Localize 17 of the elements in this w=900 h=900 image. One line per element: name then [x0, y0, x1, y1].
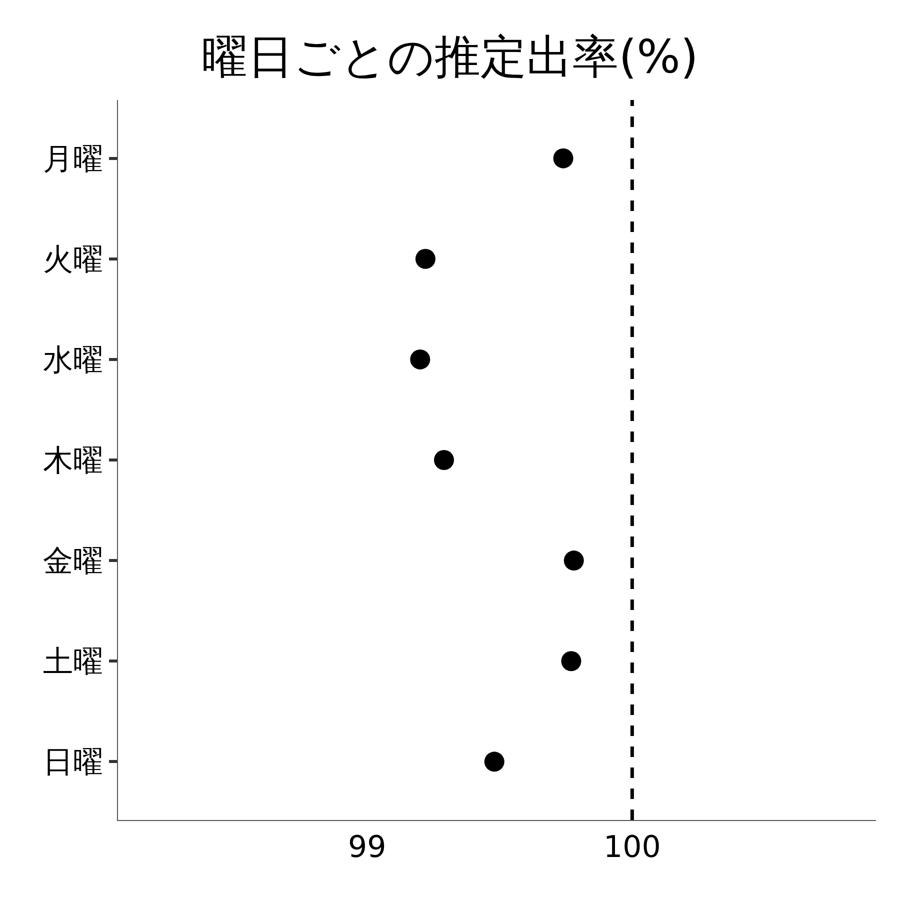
point — [564, 550, 584, 571]
y-tick-label: 土曜 — [43, 644, 103, 680]
y-tick-label: 火曜 — [43, 242, 103, 278]
y-tick-label: 月曜 — [43, 142, 103, 177]
point — [561, 651, 582, 672]
chart-title: 曜日ごとの推定出率(%) — [202, 30, 698, 84]
point — [484, 752, 504, 772]
y-tick-label: 金曜 — [43, 544, 103, 580]
point — [410, 349, 430, 370]
point — [553, 148, 574, 168]
x-tick-label: 99 — [348, 830, 386, 865]
y-tick-label: 日曜 — [43, 745, 103, 780]
x-tick-label: 100 — [604, 830, 661, 865]
y-tick-label: 水曜 — [43, 342, 103, 378]
point — [415, 248, 436, 269]
point — [434, 450, 454, 470]
y-tick-label: 木曜 — [43, 444, 103, 478]
